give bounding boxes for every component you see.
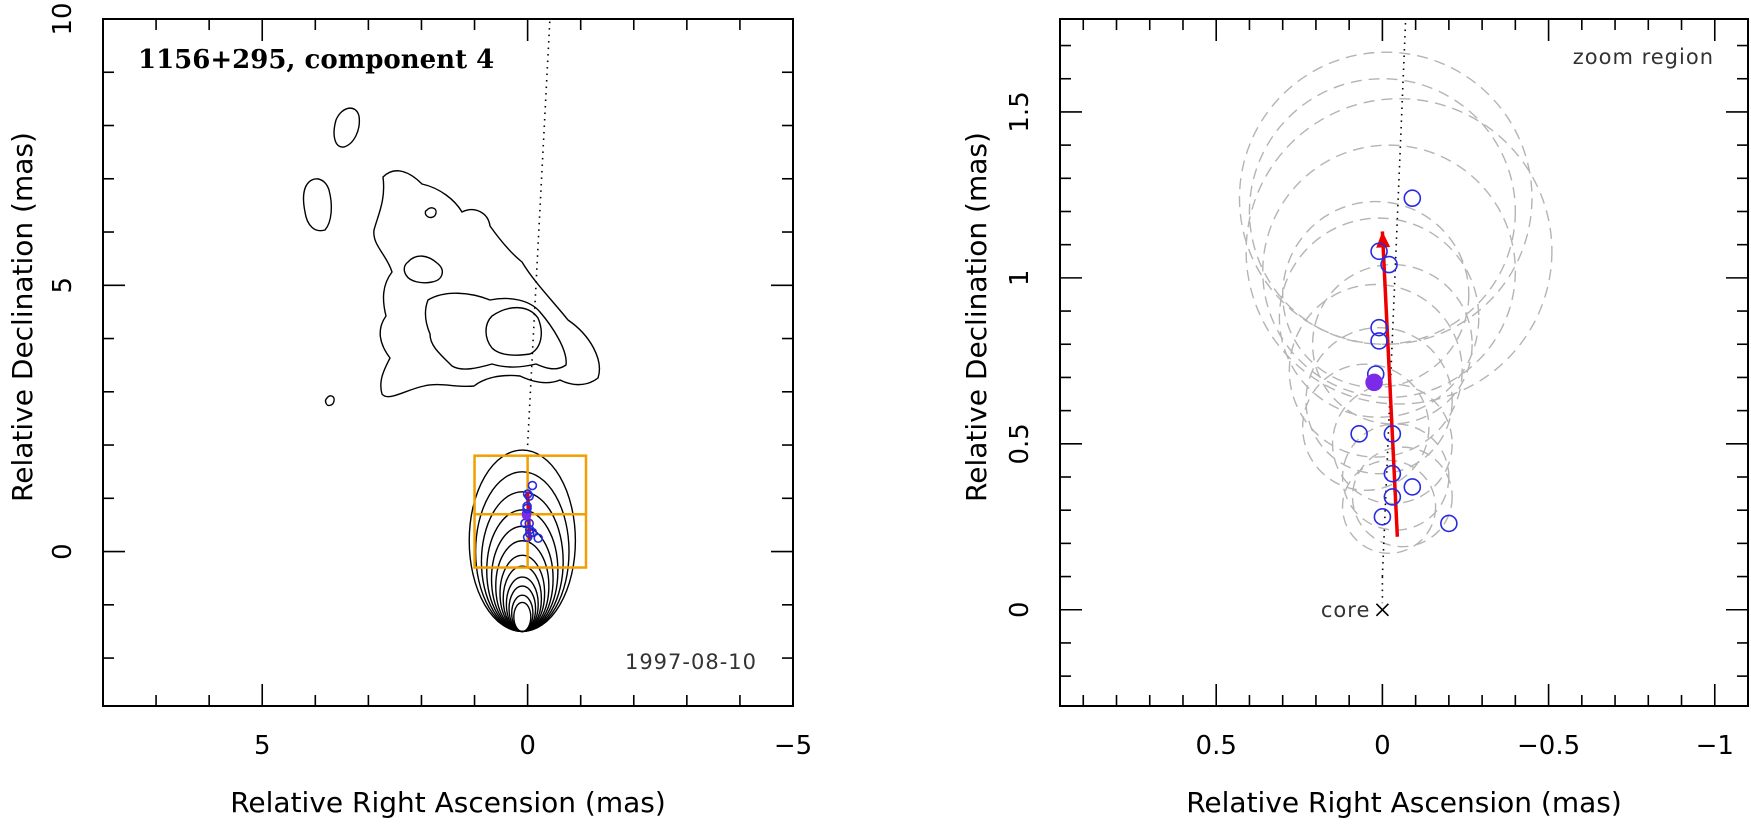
right-component-marker: [1373, 508, 1392, 526]
left-y-axis-title: Relative Declination (mas): [6, 132, 39, 502]
left-ridge-line: [526, 18, 551, 446]
extended-emission-contours: [302, 107, 600, 407]
contour-inner: [485, 306, 542, 356]
core-contour-level: [468, 449, 577, 633]
epoch-label: 1997-08-10: [625, 650, 757, 674]
core-contour-level: [505, 576, 539, 633]
core-contour-level: [502, 565, 543, 633]
right-x-tick-label: 0: [1374, 731, 1391, 761]
core-contour-level: [490, 525, 554, 633]
right-y-tick-label: 1.5: [1005, 91, 1035, 132]
right-x-tick-label: 0.5: [1196, 731, 1237, 761]
right-y-axis-title: Relative Declination (mas): [960, 132, 993, 502]
left-x-tick-label: 5: [254, 731, 271, 761]
right-y-tick-label: 0: [1005, 601, 1035, 618]
right-component-marker: [1370, 242, 1388, 261]
left-axis-ticks: 5 0 −5 0 5 10: [48, 2, 812, 761]
right-overlay: [1375, 18, 1407, 617]
left-x-tick-label: −5: [774, 731, 812, 761]
contour-middle: [424, 292, 567, 370]
component-beam-circle: [1301, 363, 1430, 491]
right-component-marker: [1383, 425, 1402, 443]
component-beam-circle: [1281, 200, 1470, 389]
left-y-tick-label: 10: [48, 2, 78, 35]
contour-knot-left: [403, 255, 443, 284]
left-component-marker: [524, 518, 535, 529]
right-component-marker: [1383, 464, 1402, 483]
left-y-tick-label: 5: [48, 277, 78, 294]
left-panel: 5 0 −5 0 5 10 1156+295, component 4 1997-08-1…: [6, 2, 812, 819]
left-component-marker: [527, 480, 538, 491]
right-component-marker: [1370, 332, 1388, 350]
component-beam-circle: [1248, 78, 1517, 345]
contour-blob-upper: [333, 107, 361, 148]
left-component-marker: [533, 533, 544, 544]
right-components: [1350, 189, 1458, 533]
left-component-marker: [522, 489, 533, 499]
core-contour-level: [513, 601, 532, 633]
left-component-marker: [524, 491, 535, 501]
left-plot-frame: [102, 18, 794, 707]
left-component-marker: [527, 527, 538, 538]
contour-blob-left: [302, 178, 333, 232]
beam-circles: [1238, 51, 1553, 555]
left-component-marker: [522, 501, 532, 512]
right-component-marker: [1350, 425, 1368, 443]
left-x-axis-title: Relative Right Ascension (mas): [230, 786, 666, 819]
left-overlay: [473, 18, 588, 569]
right-panel: 0.5 0 −0.5 −1 0 0.5 1 1.5 zoom region core Rela…: [960, 18, 1749, 819]
right-x-tick-label: −0.5: [1517, 731, 1580, 761]
contour-small-knot: [424, 207, 437, 219]
right-component-marker: [1380, 255, 1398, 274]
component-beam-circle: [1305, 326, 1453, 475]
right-component-marker: [1403, 478, 1422, 496]
right-y-tick-label: 0.5: [1005, 423, 1035, 464]
right-motion-vector: [1380, 231, 1400, 537]
right-reference-component: [1365, 373, 1383, 392]
left-component-marker: [524, 524, 535, 535]
component-beam-circle: [1351, 446, 1453, 548]
right-component-marker: [1383, 488, 1402, 506]
panel-title: 1156+295, component 4: [138, 45, 494, 75]
core-cross-marker: [1375, 603, 1389, 617]
component-beam-circle: [1238, 51, 1533, 345]
component-beam-circle: [1341, 423, 1450, 531]
left-y-tick-label: 0: [48, 543, 78, 560]
right-x-axis-title: Relative Right Ascension (mas): [1186, 786, 1622, 819]
component-beam-circle: [1341, 459, 1437, 555]
right-plot-frame: [1059, 18, 1749, 707]
component-beam-circle: [1288, 283, 1463, 458]
core-label: core: [1321, 598, 1371, 622]
component-beam-circle: [1278, 217, 1480, 418]
right-y-tick-label: 1: [1005, 270, 1035, 287]
core-contours: [468, 449, 577, 633]
left-reference-component: [521, 510, 532, 521]
right-component-marker: [1403, 189, 1422, 208]
right-axis-ticks: 0.5 0 −0.5 −1 0 0.5 1 1.5: [1005, 19, 1749, 761]
core-contour-level: [510, 594, 534, 633]
right-x-tick-label: −1: [1696, 731, 1734, 761]
right-component-marker: [1370, 318, 1388, 337]
left-x-tick-label: 0: [519, 731, 536, 761]
component-beam-circle: [1331, 383, 1453, 505]
left-components: [520, 480, 544, 544]
core-contour-level: [474, 471, 570, 633]
zoom-region-label: zoom region: [1573, 45, 1714, 69]
component-beam-circle: [1245, 97, 1553, 405]
right-component-marker: [1440, 514, 1458, 533]
core-contour-level: [508, 585, 537, 633]
contour-outer-jet: [373, 170, 600, 398]
contour-dot: [324, 395, 335, 407]
zoom-region-box: [473, 454, 588, 569]
